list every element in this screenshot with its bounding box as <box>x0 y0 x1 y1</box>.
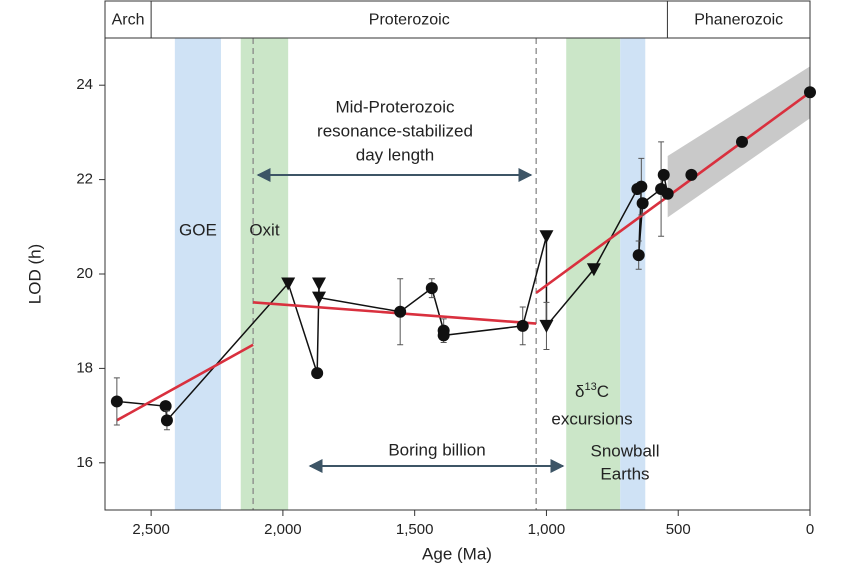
annotation-part: δ <box>575 382 584 401</box>
data-point <box>685 168 698 181</box>
era-label: Arch <box>112 12 145 29</box>
data-point <box>804 86 816 99</box>
data-point <box>539 230 554 244</box>
x-tick-label: 0 <box>806 521 814 538</box>
annotation: Boring billion <box>388 440 485 459</box>
data-point <box>312 291 327 305</box>
interval-span <box>240 38 289 510</box>
x-tick-label: 1,000 <box>528 521 566 538</box>
data-point <box>736 135 749 148</box>
era-label: Proterozoic <box>369 12 450 29</box>
data-point <box>636 197 649 210</box>
data-point <box>657 168 670 181</box>
x-axis-label: Age (Ma) <box>422 544 492 563</box>
annotation-layer: Mid-Proterozoic resonance-stabilized day… <box>25 97 659 563</box>
annotation: δ13C <box>575 381 609 402</box>
data-point <box>425 282 438 295</box>
data-point <box>311 367 324 380</box>
data-point <box>437 329 450 342</box>
y-axis-label: LOD (h) <box>25 244 44 304</box>
x-tick-label: 2,500 <box>132 521 170 538</box>
annotation-part: C <box>597 382 609 401</box>
data-point <box>516 319 529 332</box>
data-point <box>586 263 601 277</box>
x-tick-label: 2,000 <box>264 521 302 538</box>
data-line <box>116 174 669 423</box>
data-point <box>281 277 296 291</box>
y-tick-label: 16 <box>76 454 93 471</box>
fit-line <box>116 343 254 422</box>
annotation: Snowball <box>591 441 660 460</box>
y-tick-label: 20 <box>76 265 93 282</box>
data-point <box>110 395 123 408</box>
y-tick-label: 22 <box>76 171 93 188</box>
span-label: GOE <box>179 220 217 239</box>
data-point <box>635 180 648 193</box>
interval-span <box>620 38 646 510</box>
data-point <box>661 187 674 200</box>
annotation: Earths <box>600 464 649 483</box>
plot-layer: GOE Oxit Arch Proterozoic Phanerozoic 16 18 20 2… <box>76 0 816 538</box>
annotation: day length <box>356 145 434 164</box>
x-tick-label: 1,500 <box>396 521 434 538</box>
span-label: Oxit <box>249 220 280 239</box>
data-point <box>394 305 407 318</box>
annotation: Mid-Proterozoic <box>335 97 455 116</box>
data-point <box>159 400 172 413</box>
annotation: excursions <box>551 409 632 428</box>
data-point <box>312 277 327 291</box>
data-point <box>539 319 554 333</box>
annotation-part: 13 <box>584 381 596 393</box>
x-tick-label: 500 <box>666 521 691 538</box>
annotation: resonance-stabilized <box>317 121 473 140</box>
y-tick-label: 24 <box>76 76 93 93</box>
era-label: Phanerozoic <box>694 12 783 29</box>
data-point <box>632 249 645 262</box>
data-point <box>160 414 173 427</box>
interval-span <box>174 38 221 510</box>
y-tick-label: 18 <box>76 359 93 376</box>
